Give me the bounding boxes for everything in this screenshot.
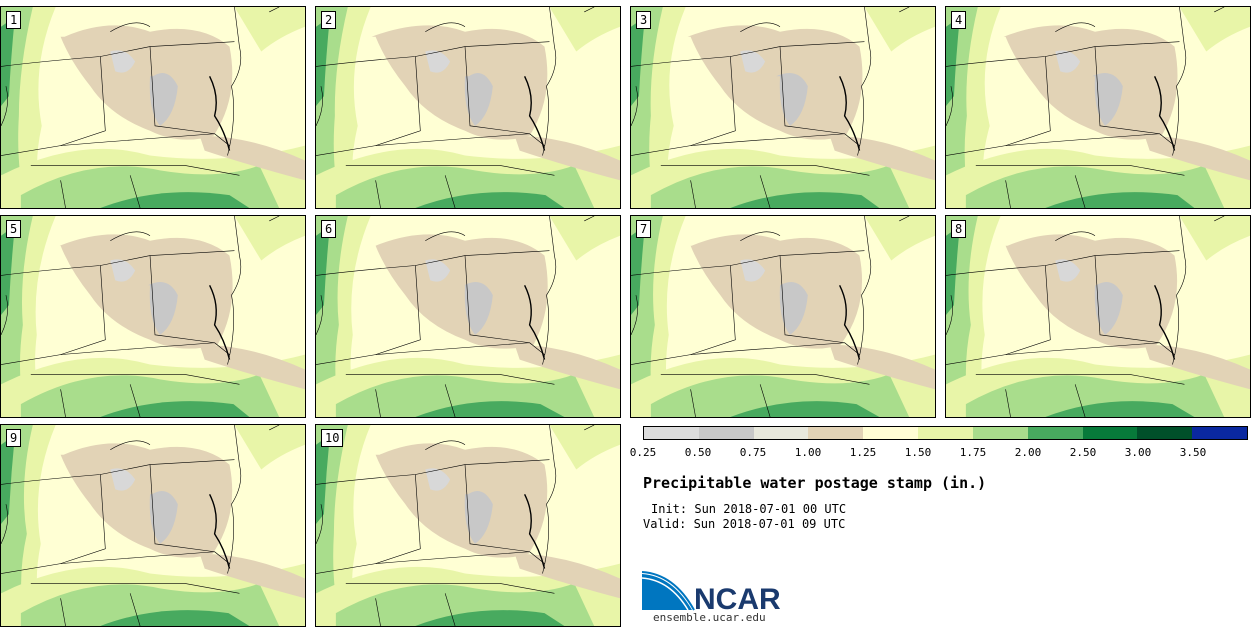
legend-swatch xyxy=(1082,427,1138,439)
legend-swatch xyxy=(1137,427,1193,439)
legend-tick-label: 3.00 xyxy=(1124,446,1152,459)
pw-map xyxy=(316,425,620,626)
legend-swatch xyxy=(863,427,919,439)
pw-map xyxy=(946,216,1250,417)
pw-map xyxy=(316,7,620,208)
legend-tick-label: 1.25 xyxy=(849,446,877,459)
legend-swatch xyxy=(972,427,1028,439)
map-panel: 4 xyxy=(945,6,1251,209)
member-label: 1 xyxy=(6,11,22,29)
legend-swatch xyxy=(808,427,864,439)
member-label: 8 xyxy=(951,220,967,238)
map-panel: 3 xyxy=(630,6,936,209)
pw-map xyxy=(631,216,935,417)
map-panel: 7 xyxy=(630,215,936,418)
legend-tick-label: 0.75 xyxy=(739,446,767,459)
ncar-logo-text: NCAR xyxy=(694,583,781,612)
member-label: 7 xyxy=(636,220,652,238)
logo-url: ensemble.ucar.edu xyxy=(653,611,766,624)
map-panel: 5 xyxy=(0,215,306,418)
pw-map xyxy=(631,7,935,208)
map-panel: 8 xyxy=(945,215,1251,418)
legend-swatch xyxy=(698,427,754,439)
valid-time: Valid: Sun 2018-07-01 09 UTC xyxy=(643,517,846,531)
legend-tick-label: 1.50 xyxy=(904,446,932,459)
legend-swatch xyxy=(1027,427,1083,439)
member-label: 4 xyxy=(951,11,967,29)
legend-tick-label: 1.75 xyxy=(959,446,987,459)
chart-title: Precipitable water postage stamp (in.) xyxy=(643,474,987,492)
map-panel: 10 xyxy=(315,424,621,627)
legend-tick-label: 1.00 xyxy=(794,446,822,459)
map-panel: 9 xyxy=(0,424,306,627)
member-label: 10 xyxy=(321,429,344,447)
member-label: 9 xyxy=(6,429,22,447)
legend-tick-label: 2.00 xyxy=(1014,446,1042,459)
legend-colorbar xyxy=(643,426,1248,440)
member-label: 6 xyxy=(321,220,337,238)
member-label: 3 xyxy=(636,11,652,29)
legend-tick-label: 0.25 xyxy=(629,446,657,459)
pw-map xyxy=(946,7,1250,208)
pw-map xyxy=(1,7,305,208)
ncar-logo: NCAR xyxy=(642,571,781,612)
map-panel: 2 xyxy=(315,6,621,209)
map-panel: 1 xyxy=(0,6,306,209)
legend-swatch xyxy=(644,427,699,439)
member-label: 5 xyxy=(6,220,22,238)
pw-map xyxy=(1,425,305,626)
pw-map xyxy=(316,216,620,417)
pw-map xyxy=(1,216,305,417)
ncar-logo-swoosh-icon xyxy=(642,574,692,610)
init-time: Init: Sun 2018-07-01 00 UTC xyxy=(651,502,847,516)
legend-swatch xyxy=(1192,427,1247,439)
map-panel: 6 xyxy=(315,215,621,418)
legend-tick-label: 3.50 xyxy=(1179,446,1207,459)
legend-tick-label: 0.50 xyxy=(684,446,712,459)
legend-tick-label: 2.50 xyxy=(1069,446,1097,459)
legend-swatch xyxy=(753,427,809,439)
legend-swatch xyxy=(918,427,973,439)
member-label: 2 xyxy=(321,11,337,29)
